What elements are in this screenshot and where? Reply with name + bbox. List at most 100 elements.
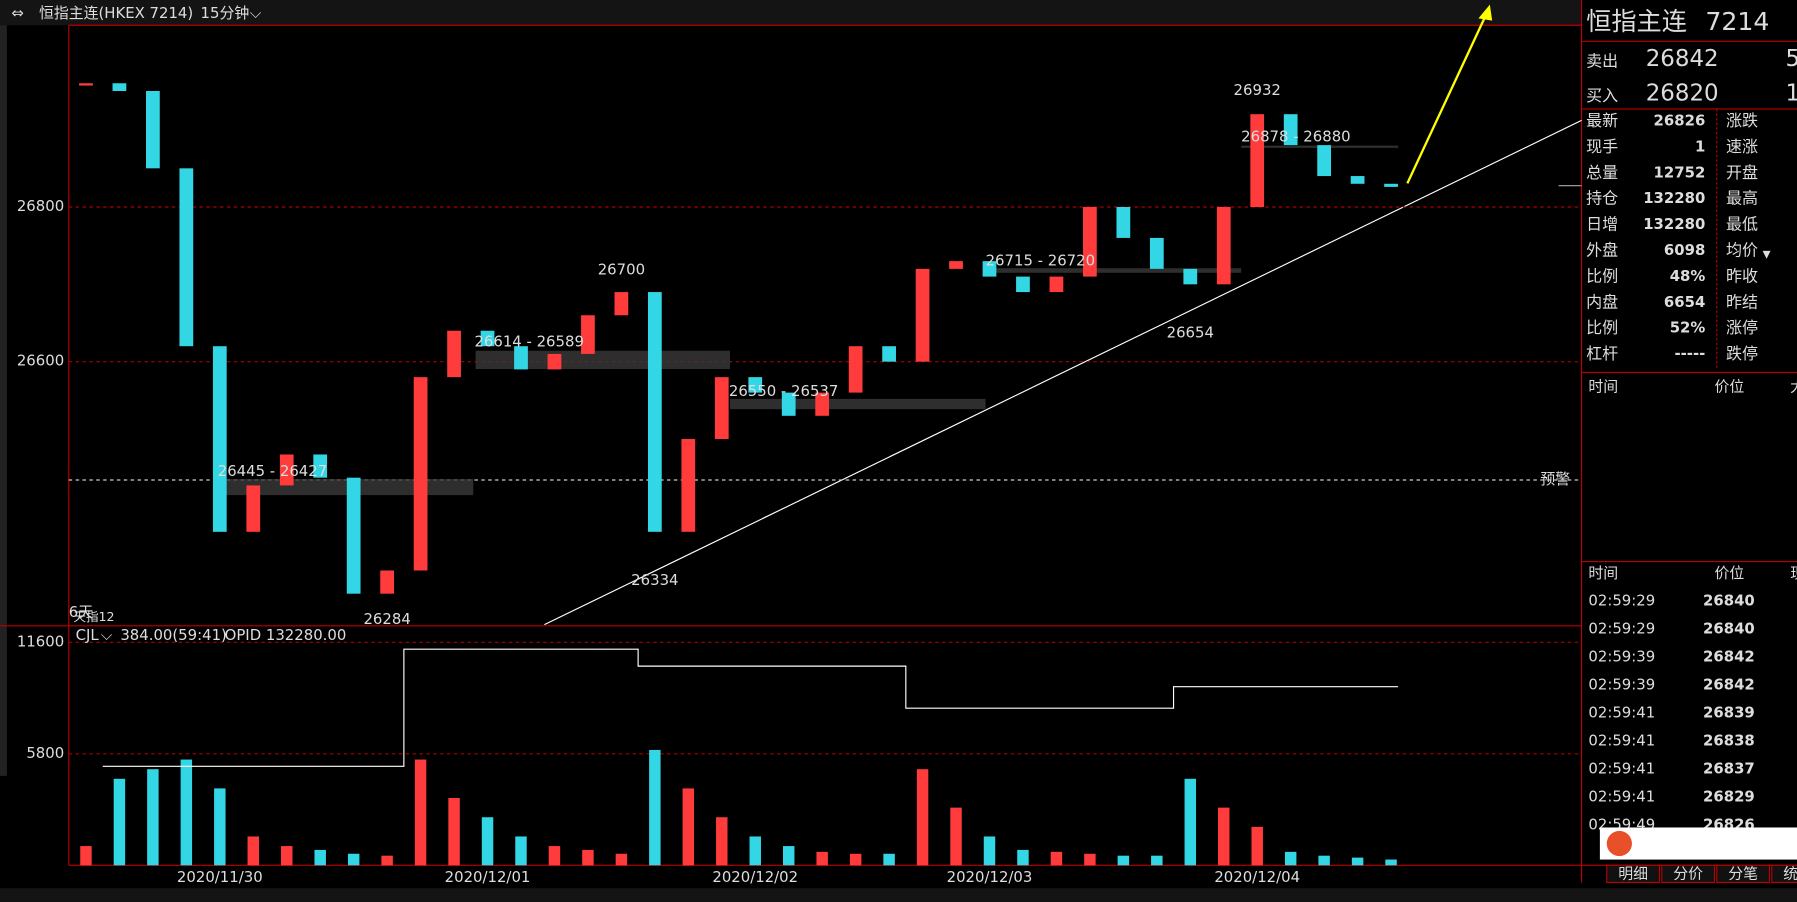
candle [1083,206,1097,277]
toolbar [0,0,1582,26]
extreme-label: 26334 [631,571,678,589]
stat-label: 均价 [1726,241,1758,260]
tab[interactable] [1606,864,1661,884]
tab-label[interactable]: 统计 [1783,864,1797,882]
symbol: 恒指主连(HKEX 7214) [39,4,193,22]
volume-bar [448,798,460,866]
tick-price: 26840 [1703,592,1755,610]
volume-bar [381,855,393,866]
volume-bar [548,846,561,866]
candle [1317,145,1332,177]
candle [146,90,160,169]
volume-bar [113,778,126,866]
column-header: 大 [1790,377,1797,395]
tab-label[interactable]: 明细 [1618,864,1648,882]
link-icon: ⇔ [11,4,23,22]
volume-bar [916,769,929,866]
stat-label: 涨停 [1726,318,1758,337]
extreme-label: 26700 [598,261,645,279]
quote-price: 26842 [1646,46,1719,72]
volume-bar [682,788,695,866]
volume-bar [247,836,260,866]
stat-label: 涨跌 [1726,111,1758,130]
candle [614,292,629,316]
candle [1250,114,1265,207]
volume-bar [481,817,494,866]
tab[interactable] [1771,864,1797,884]
x-tick-label: 2020/12/01 [445,868,531,886]
tab[interactable] [1661,864,1716,884]
zone-label: 26715 - 26720 [986,251,1095,269]
x-tick-label: 2020/12/03 [947,868,1033,886]
candle [714,377,729,440]
volume-bar [314,849,326,866]
alert-label: 预警 [1540,470,1570,488]
volume-bar [1151,855,1163,866]
candle [1283,114,1298,146]
corner-label: 6天 [69,603,93,621]
column-header: 现 [1790,564,1797,582]
stat-value: ----- [1674,345,1705,363]
candle [915,268,930,362]
stat-label: 最新 [1586,111,1618,130]
ime-bar [1599,827,1797,860]
volume-bar [1251,826,1263,866]
stat-label: 开盘 [1726,163,1758,182]
volume-bar [716,817,728,866]
volume-bar [281,846,293,866]
candle [279,454,294,486]
extreme-label: 26654 [1167,324,1214,342]
dropdown: ▼ [1763,248,1771,260]
candle [212,346,227,532]
zone [985,268,1242,273]
candle [1384,183,1398,187]
volume-bar [147,769,159,866]
tab-label[interactable]: 分价 [1673,864,1703,882]
candle [447,330,461,378]
arrow-head [1478,4,1493,21]
candle [346,477,361,594]
candle [1049,276,1064,293]
candle [949,261,963,269]
x-tick-label: 2020/12/04 [1214,868,1300,886]
candle [581,315,595,354]
column-header: 价位 [1714,564,1744,582]
tick-time: 02:59:41 [1588,759,1655,777]
period[interactable]: 15分钟 [201,4,250,22]
volume-bar [816,851,828,866]
volume-bar [649,749,661,866]
zone [475,350,731,370]
ime-logo [1606,830,1632,857]
tab-label[interactable]: 分笔 [1728,864,1758,882]
quote-title: 恒指主连 [1586,7,1687,36]
volume-bar [950,807,962,866]
volume-bar [615,853,628,866]
tick-time: 02:59:41 [1588,732,1655,750]
candle [848,346,863,393]
tick-time: 02:59:39 [1588,648,1655,666]
volume-bar [1318,855,1330,866]
x-tick-label: 2020/12/02 [712,868,798,886]
zone-label: 26614 - 26589 [474,333,583,351]
candle [815,392,830,416]
candle [647,292,662,532]
stat-label: 最高 [1726,189,1758,208]
y-tick-label: 26800 [17,197,64,215]
tab[interactable] [1716,864,1771,884]
candle [246,485,261,532]
volume-bar [782,846,795,866]
volume-bar [180,759,193,866]
period-arrow[interactable]: ⌵ [250,4,262,22]
tick-time: 02:59:41 [1588,787,1655,805]
trend-line [544,119,1582,626]
stat-value: 6098 [1664,241,1705,259]
quote-price: 26820 [1646,81,1719,107]
indicator: CJL [76,626,100,644]
volume-bar [749,836,761,866]
tick-price: 26840 [1703,620,1755,638]
volume-bar [414,759,427,866]
corner-label: 天指12 [73,609,114,624]
tick-time: 02:59:29 [1588,620,1655,638]
candle [514,346,528,370]
stat-label: 外盘 [1586,241,1618,260]
